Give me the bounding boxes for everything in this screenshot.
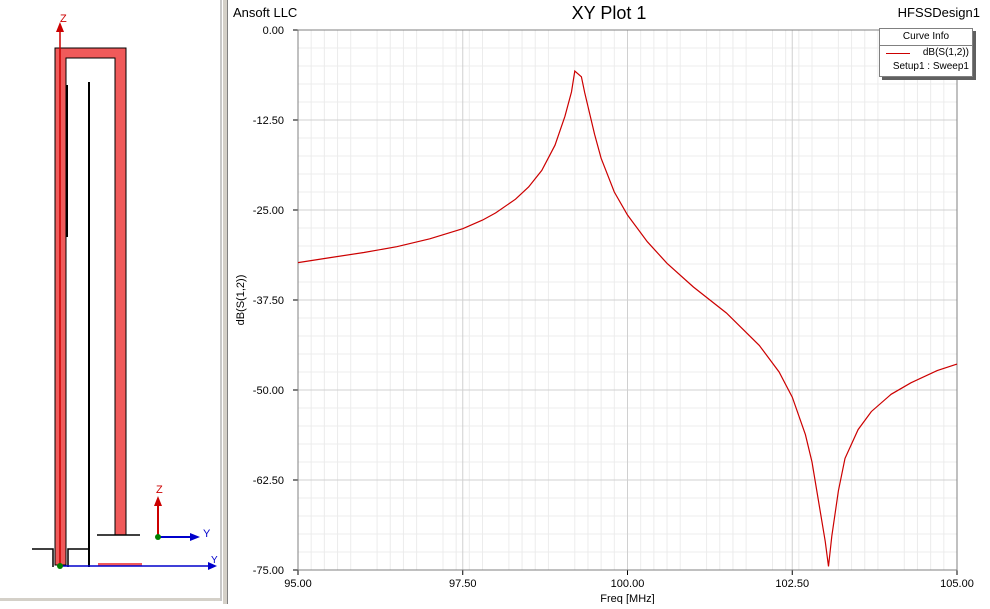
geometry-view[interactable]: Y Z Y Z xyxy=(0,0,222,601)
x-tick-label: 97.50 xyxy=(449,578,477,590)
triad-y-axis-arrow xyxy=(190,533,200,541)
port-left-step xyxy=(32,548,54,567)
x-tick-label: 95.00 xyxy=(284,578,312,590)
x-tick-label: 100.00 xyxy=(611,578,645,590)
series-line-dB(S(1,2))[interactable] xyxy=(297,69,958,567)
y-tick-label: -75.00 xyxy=(253,565,284,577)
port-pad xyxy=(98,563,142,566)
x-axis-label: Freq [MHz] xyxy=(600,593,654,604)
triad-z-axis-arrow xyxy=(154,496,162,506)
view-scrollbar[interactable] xyxy=(0,598,220,601)
curve-info-legend[interactable]: Curve Info dB(S(1,2)) Setup1 : Sweep1 xyxy=(879,28,973,77)
global-z-label: Z xyxy=(60,13,67,25)
legend-line-swatch xyxy=(886,53,910,54)
y-tick-label: -62.50 xyxy=(253,475,284,487)
y-tick-label: -37.50 xyxy=(253,295,284,307)
x-tick-label: 105.00 xyxy=(940,578,974,590)
xy-plot-window[interactable]: Ansoft LLC XY Plot 1 HFSSDesign1 95.00 97… xyxy=(228,0,990,605)
global-y-axis-arrow xyxy=(208,562,217,570)
y-axis-label: dB(S(1,2)) xyxy=(235,275,247,326)
legend-entry[interactable]: dB(S(1,2)) xyxy=(880,46,972,60)
global-z-axis-arrow xyxy=(56,22,64,32)
y-tick-label: -50.00 xyxy=(253,385,284,397)
y-tick-label: 0.00 xyxy=(263,25,284,37)
company-label: Ansoft LLC xyxy=(233,5,298,20)
plot-frame xyxy=(297,29,958,571)
global-y-label: Y xyxy=(211,555,218,566)
x-tick-label: 102.50 xyxy=(775,578,809,590)
global-origin xyxy=(57,563,63,569)
triad-z-label: Z xyxy=(156,484,163,496)
legend-entry-label: dB(S(1,2)) xyxy=(922,47,969,58)
plot-title: XY Plot 1 xyxy=(571,3,647,23)
resonator-outer-trace[interactable] xyxy=(54,47,127,566)
legend-header: Curve Info xyxy=(880,29,972,46)
triad-origin xyxy=(155,534,161,540)
plot-chart[interactable]: 95.00 97.50 100.00 102.50 105.00 0.00 -12.50 -2… xyxy=(228,0,990,605)
legend-setup-label: Setup1 : Sweep1 xyxy=(892,61,969,72)
y-tick-label: -12.50 xyxy=(253,115,284,127)
pane-splitter[interactable] xyxy=(222,0,228,604)
y-tick-label: -25.00 xyxy=(253,205,284,217)
port-right-step xyxy=(67,548,90,567)
geometry-canvas[interactable]: Y Z Y Z xyxy=(0,0,220,598)
triad-y-label: Y xyxy=(203,528,211,540)
design-name: HFSSDesign1 xyxy=(897,5,980,20)
